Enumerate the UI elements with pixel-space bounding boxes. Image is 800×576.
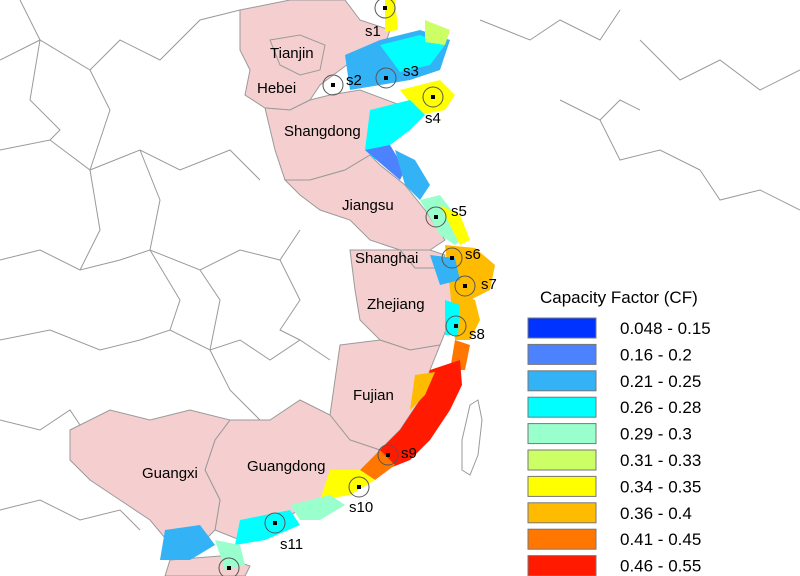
site-label-s1: s1 [365,23,381,40]
site-marker-dot [450,256,454,260]
site-marker-dot [273,521,277,525]
legend-swatch [527,449,597,471]
legend-label: 0.31 - 0.33 [620,451,701,470]
legend-swatch [527,396,597,418]
legend-label: 0.048 - 0.15 [620,319,711,338]
province-label-jiangsu: Jiangsu [342,197,394,214]
legend-swatch [527,423,597,445]
site-label-s2: s2 [346,72,362,89]
province-label-shanghai: Shanghai [355,250,418,267]
site-marker-dot [384,76,388,80]
province-label-hebei: Hebei [257,80,296,97]
site-label-s6: s6 [465,246,481,263]
legend-label: 0.16 - 0.2 [620,345,692,364]
site-label-s7: s7 [481,276,497,293]
legend-swatch [527,317,597,339]
inland-borders [0,0,800,531]
legend-label: 0.21 - 0.25 [620,372,701,391]
legend-label: 0.41 - 0.45 [620,530,701,549]
legend: Capacity Factor (CF) 0.048 - 0.15 0.16 - … [527,288,711,576]
legend-swatch [527,343,597,365]
legend-swatch [527,528,597,550]
site-marker-dot [431,95,435,99]
site-label-s11: s11 [280,536,303,553]
province-label-zhejiang: Zhejiang [367,296,425,313]
site-label-s4: s4 [425,110,441,127]
legend-swatch [527,502,597,524]
site-marker-ring [377,444,399,466]
site-label-s3: s3 [403,63,419,80]
site-marker-dot [331,83,335,87]
site-marker-ring [264,512,286,534]
site-marker-ring [375,67,397,89]
site-marker-ring [374,0,396,19]
site-label-s5: s5 [451,203,467,220]
site-label-s8: s8 [469,326,485,343]
site-marker-ring [322,74,344,96]
legend-swatch [527,555,597,576]
province-label-guangdong: Guangdong [247,458,325,475]
site-label-s10: s10 [349,499,373,516]
site-marker-ring [441,247,463,269]
site-marker-dot [386,453,390,457]
site-marker-dot [463,284,467,288]
site-marker-dot [434,215,438,219]
legend-label: 0.26 - 0.28 [620,398,701,417]
site-marker-ring [445,315,467,337]
province-label-tianjin: Tianjin [270,45,314,62]
site-marker-dot [357,485,361,489]
site-marker-ring [422,86,444,108]
capacity-factor-bands [160,0,495,570]
province-labels: Tianjin Hebei Shangdong Jiangsu Shanghai… [142,45,425,482]
site-marker-dot [383,6,387,10]
site-marker-ring [425,206,447,228]
legend-swatch [527,475,597,497]
province-label-shangdong: Shangdong [284,123,361,140]
taiwan-island [461,399,483,476]
province-label-fujian: Fujian [353,387,394,404]
site-marker-dot [227,566,231,570]
site-marker-ring [454,275,476,297]
province-label-guangxi: Guangxi [142,465,198,482]
legend-label: 0.34 - 0.35 [620,477,701,496]
legend-label: 0.36 - 0.4 [620,504,692,523]
site-marker-ring [348,476,370,498]
legend-label: 0.46 - 0.55 [620,557,701,576]
legend-swatch [527,370,597,392]
legend-items: 0.048 - 0.15 0.16 - 0.2 0.21 - 0.25 0.26 - … [527,317,711,576]
legend-label: 0.29 - 0.3 [620,425,692,444]
site-marker-ring [218,557,240,576]
site-marker-dot [454,324,458,328]
site-label-s9: s9 [401,445,417,462]
legend-title: Capacity Factor (CF) [540,288,698,307]
